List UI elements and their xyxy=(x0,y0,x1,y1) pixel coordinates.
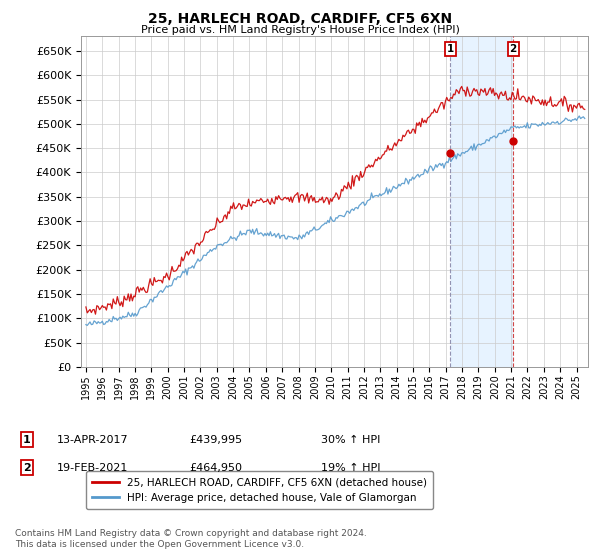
Text: 19-FEB-2021: 19-FEB-2021 xyxy=(57,463,128,473)
Text: 1: 1 xyxy=(446,44,454,54)
Text: 25, HARLECH ROAD, CARDIFF, CF5 6XN: 25, HARLECH ROAD, CARDIFF, CF5 6XN xyxy=(148,12,452,26)
Text: 13-APR-2017: 13-APR-2017 xyxy=(57,435,128,445)
Legend: 25, HARLECH ROAD, CARDIFF, CF5 6XN (detached house), HPI: Average price, detache: 25, HARLECH ROAD, CARDIFF, CF5 6XN (deta… xyxy=(86,471,433,509)
Text: £464,950: £464,950 xyxy=(189,463,242,473)
Text: 2: 2 xyxy=(509,44,517,54)
Text: 19% ↑ HPI: 19% ↑ HPI xyxy=(321,463,380,473)
Text: £439,995: £439,995 xyxy=(189,435,242,445)
Text: 1: 1 xyxy=(23,435,31,445)
Text: Price paid vs. HM Land Registry's House Price Index (HPI): Price paid vs. HM Land Registry's House … xyxy=(140,25,460,35)
Text: Contains HM Land Registry data © Crown copyright and database right 2024.
This d: Contains HM Land Registry data © Crown c… xyxy=(15,529,367,549)
Text: 2: 2 xyxy=(23,463,31,473)
Text: 30% ↑ HPI: 30% ↑ HPI xyxy=(321,435,380,445)
